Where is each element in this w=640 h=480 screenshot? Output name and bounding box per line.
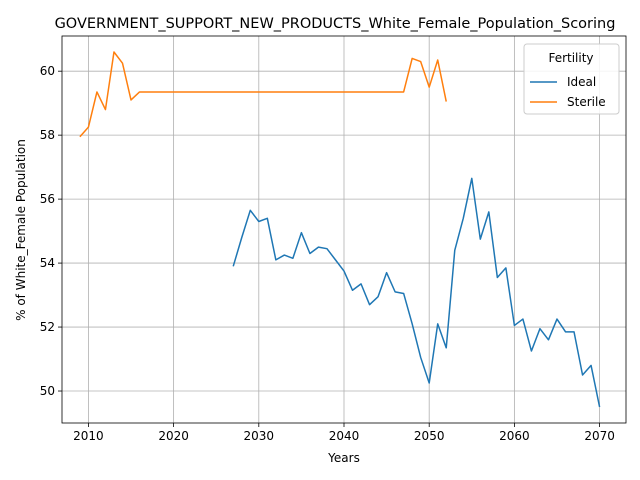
plot-series bbox=[79, 51, 601, 408]
y-tick-label: 58 bbox=[40, 128, 55, 142]
y-tick-label: 52 bbox=[40, 320, 55, 334]
y-axis-label: % of White_Female Population bbox=[14, 139, 28, 321]
x-tick-label: 2010 bbox=[73, 429, 104, 443]
x-tick-label: 2020 bbox=[158, 429, 189, 443]
legend-label-sterile: Sterile bbox=[567, 95, 606, 109]
legend-items: Ideal Sterile bbox=[530, 75, 606, 109]
x-tick-label: 2030 bbox=[244, 429, 275, 443]
x-axis-ticks: 2010 2020 2030 2040 2050 2060 2070 bbox=[73, 423, 615, 443]
gridlines bbox=[62, 36, 626, 423]
x-tick-label: 2040 bbox=[329, 429, 360, 443]
legend: Fertility Ideal Sterile bbox=[523, 43, 620, 115]
x-tick-label: 2050 bbox=[414, 429, 445, 443]
legend-box bbox=[523, 43, 620, 115]
y-tick-label: 56 bbox=[40, 192, 55, 206]
x-tick-label: 2060 bbox=[499, 429, 530, 443]
series-line-sterile bbox=[79, 51, 447, 138]
x-axis-label: Years bbox=[327, 451, 360, 465]
legend-title: Fertility bbox=[548, 51, 593, 65]
y-axis-ticks: 50 52 54 56 58 60 bbox=[40, 64, 62, 398]
y-tick-label: 50 bbox=[40, 384, 55, 398]
series-line-ideal bbox=[232, 177, 601, 408]
chart-title: GOVERNMENT_SUPPORT_NEW_PRODUCTS_White_Fe… bbox=[55, 16, 616, 32]
y-tick-label: 60 bbox=[40, 64, 55, 78]
x-tick-label: 2070 bbox=[584, 429, 615, 443]
y-tick-label: 54 bbox=[40, 256, 55, 270]
legend-label-ideal: Ideal bbox=[567, 75, 596, 89]
